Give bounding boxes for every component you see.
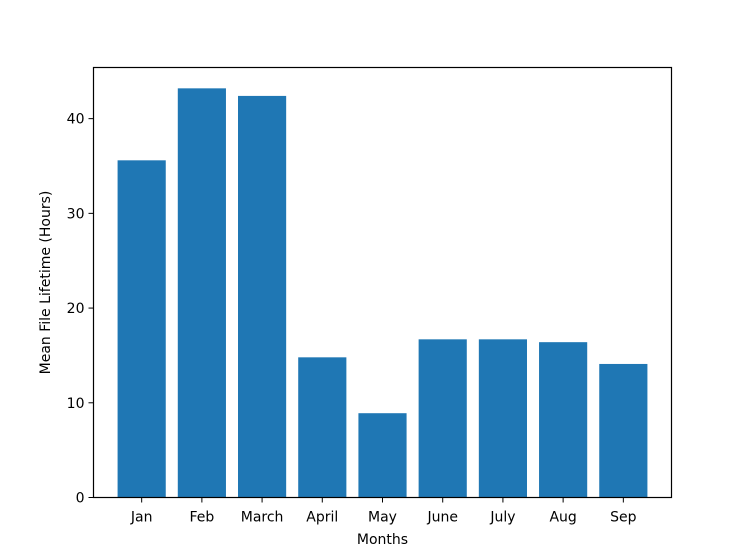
x-tick-label: July: [489, 510, 515, 526]
bar-feb: [177, 88, 226, 498]
x-axis-label: Months: [357, 532, 408, 548]
x-tick-label: June: [426, 510, 458, 526]
bar-june: [418, 339, 467, 498]
bar-april: [298, 357, 347, 498]
bars-group: [117, 88, 648, 498]
y-axis-label: Mean File Lifetime (Hours): [38, 191, 54, 375]
x-tick-label: Sep: [610, 510, 637, 526]
y-axis: 0 10 20 30 40: [67, 112, 94, 507]
x-axis: Jan Feb March April May June July Aug Sep: [130, 497, 637, 526]
x-tick-label: Aug: [549, 510, 576, 526]
bar-may: [358, 413, 407, 498]
x-tick-label: April: [306, 510, 338, 526]
x-tick-label: Feb: [189, 510, 214, 526]
x-tick-label: May: [368, 510, 397, 526]
y-tick-label: 10: [67, 396, 85, 412]
bar-aug: [539, 342, 588, 498]
y-tick-label: 30: [67, 206, 85, 222]
x-tick-label: March: [241, 510, 284, 526]
y-tick-label: 20: [67, 301, 85, 317]
bar-jan: [117, 160, 166, 498]
bar-july: [478, 339, 527, 498]
x-tick-label: Jan: [130, 510, 153, 526]
y-tick-label: 0: [76, 491, 85, 507]
bar-sep: [599, 363, 648, 498]
y-tick-label: 40: [67, 112, 85, 128]
bar-march: [238, 95, 287, 498]
